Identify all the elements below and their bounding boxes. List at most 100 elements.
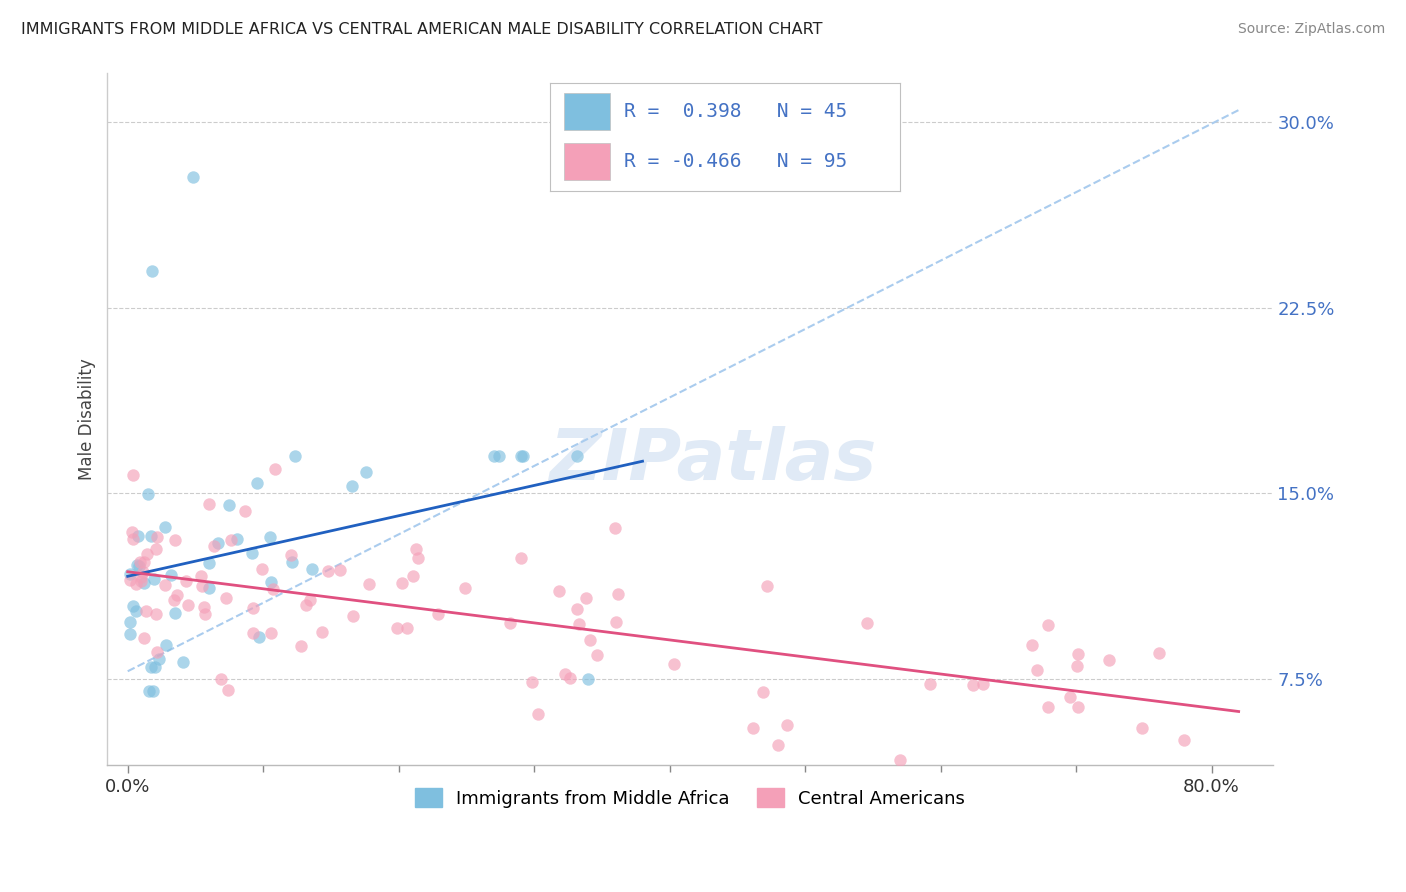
Point <box>120 566 142 581</box>
Point <box>120 573 142 587</box>
Point <box>918 676 941 690</box>
Point <box>198 497 221 511</box>
Point <box>163 533 186 547</box>
Point <box>290 639 312 653</box>
Point <box>121 599 143 614</box>
Point <box>391 576 413 591</box>
Point <box>259 625 281 640</box>
Point <box>499 615 522 630</box>
Point <box>766 739 789 753</box>
Point <box>136 547 159 561</box>
Point <box>138 684 160 698</box>
Point <box>163 593 186 607</box>
Point <box>160 568 183 582</box>
Point <box>242 626 264 640</box>
Point <box>578 632 600 647</box>
Point <box>143 660 166 674</box>
Point <box>153 578 176 592</box>
Point <box>198 556 221 570</box>
Point <box>568 617 591 632</box>
Point <box>605 521 627 535</box>
Point <box>142 684 165 698</box>
Point <box>1066 658 1088 673</box>
Point <box>1021 638 1043 652</box>
Point <box>177 599 200 613</box>
Point <box>217 682 239 697</box>
Point <box>281 555 304 569</box>
Point <box>122 467 145 482</box>
Point <box>247 630 270 644</box>
Point <box>181 169 204 184</box>
Point <box>233 503 256 517</box>
Point <box>567 602 589 616</box>
Point <box>120 626 142 640</box>
Point <box>148 652 170 666</box>
Point <box>576 672 599 686</box>
Point <box>155 638 177 652</box>
Point <box>166 588 188 602</box>
Point <box>359 576 381 591</box>
Point <box>1036 699 1059 714</box>
Point <box>146 645 169 659</box>
Point <box>510 449 533 463</box>
Point <box>395 621 418 635</box>
Point <box>284 449 307 463</box>
Point <box>406 551 429 566</box>
Point <box>742 721 765 735</box>
Point <box>142 573 165 587</box>
Point <box>548 584 571 599</box>
Point <box>889 753 911 767</box>
Point <box>260 575 283 590</box>
Point <box>218 498 240 512</box>
Point <box>512 449 534 463</box>
Point <box>207 535 229 549</box>
Point <box>454 581 477 595</box>
Point <box>510 551 533 566</box>
Point <box>145 542 167 557</box>
Point <box>191 579 214 593</box>
Point <box>1066 647 1088 661</box>
Point <box>527 706 550 721</box>
Point <box>141 264 163 278</box>
Y-axis label: Male Disability: Male Disability <box>79 359 96 480</box>
Point <box>972 677 994 691</box>
Point <box>385 621 408 635</box>
Point <box>1067 699 1090 714</box>
Legend: Immigrants from Middle Africa, Central Americans: Immigrants from Middle Africa, Central A… <box>408 781 973 815</box>
Point <box>488 449 510 463</box>
Point <box>120 615 142 629</box>
Point <box>605 615 627 629</box>
Point <box>585 648 607 663</box>
Point <box>135 604 157 618</box>
Point <box>125 558 148 573</box>
Point <box>262 582 284 596</box>
Point <box>127 529 149 543</box>
Point <box>340 479 363 493</box>
Point <box>132 575 155 590</box>
Point <box>560 671 582 685</box>
Point <box>121 524 143 539</box>
Point <box>1025 663 1047 677</box>
Point <box>342 608 364 623</box>
Point <box>1173 733 1195 747</box>
Point <box>607 587 630 601</box>
Point <box>125 577 148 591</box>
Point <box>316 564 339 578</box>
Point <box>128 559 150 574</box>
Point <box>202 539 225 553</box>
Text: ZIPatlas: ZIPatlas <box>550 426 877 495</box>
Point <box>193 599 215 614</box>
Point <box>264 461 287 475</box>
Point <box>522 675 544 690</box>
Point <box>198 581 221 595</box>
Point <box>554 667 576 681</box>
Point <box>575 591 598 605</box>
Point <box>172 655 194 669</box>
Point <box>242 600 264 615</box>
Point <box>354 465 377 479</box>
Point <box>756 579 779 593</box>
Point <box>1098 653 1121 667</box>
Point <box>298 593 321 607</box>
Point <box>145 607 167 621</box>
Point <box>129 555 152 569</box>
